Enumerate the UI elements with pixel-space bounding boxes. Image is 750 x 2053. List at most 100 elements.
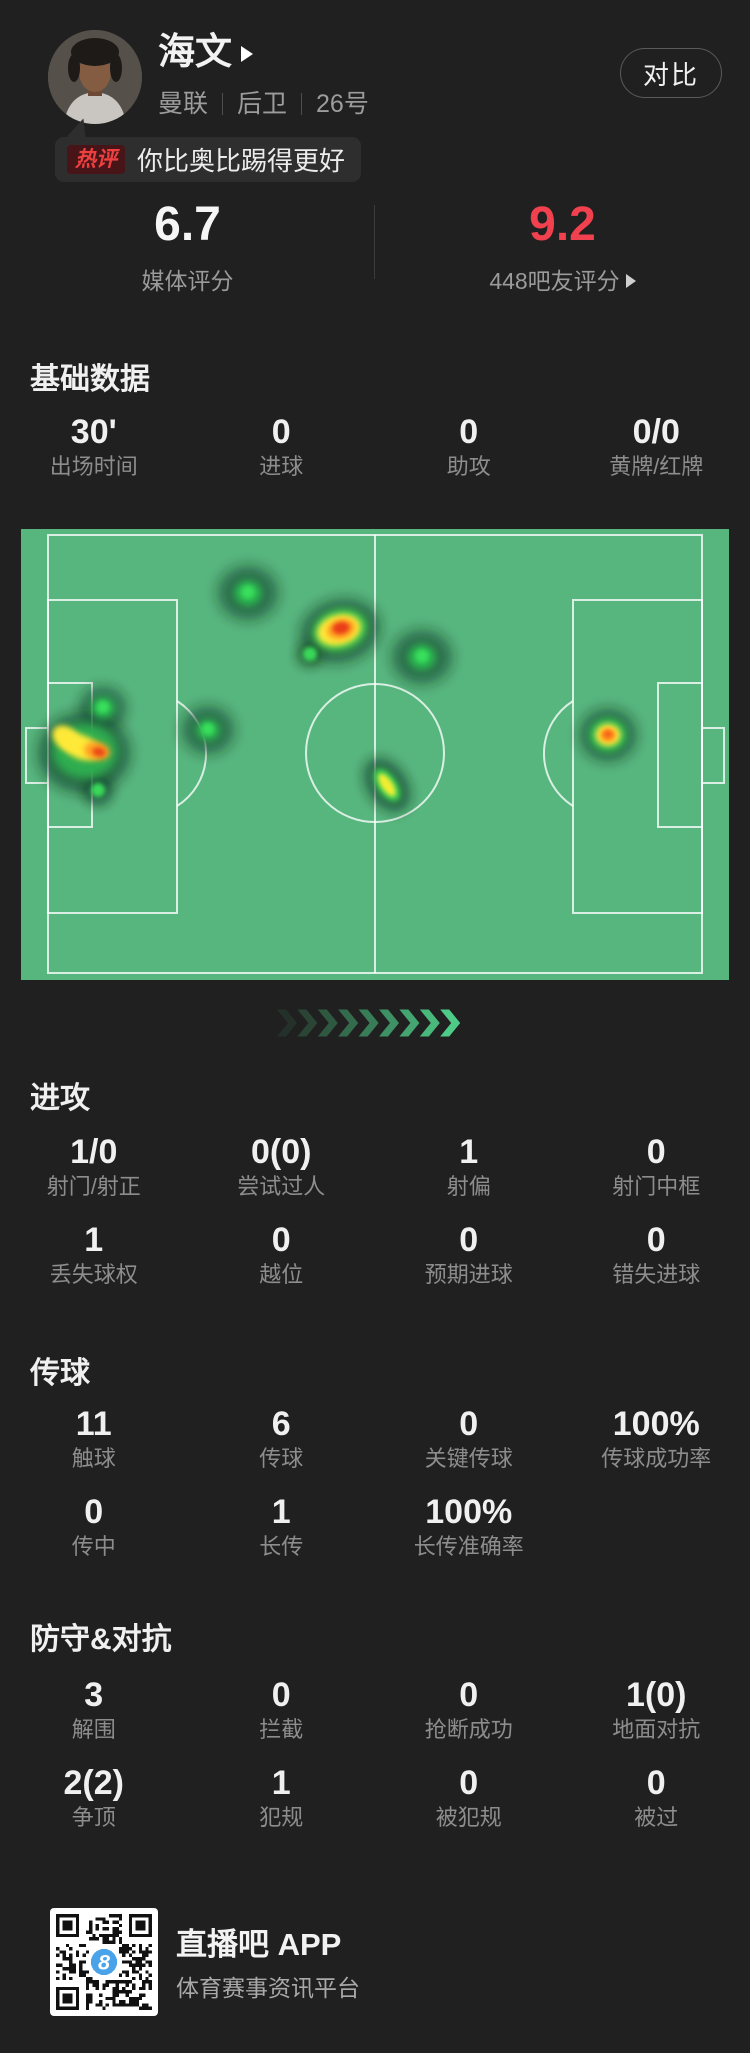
stat-value: 0 [459, 1764, 479, 1802]
chevron-icon [297, 1009, 318, 1037]
stat-value: 6 [271, 1405, 291, 1443]
player-name-text: 海文 [158, 31, 232, 72]
stat-label: 犯规 [259, 1805, 304, 1830]
stat-value: 1 [459, 1133, 479, 1171]
stat-cell: 0(0) 尝试过人 [188, 1130, 376, 1200]
stat-cell: 0 抢断成功 [375, 1673, 563, 1743]
chevron-icon [419, 1009, 440, 1037]
stat-value: 0 [271, 413, 291, 451]
stat-label: 射门/射正 [46, 1174, 141, 1199]
stat-label: 长传 [259, 1534, 304, 1559]
stat-label: 被犯规 [435, 1805, 502, 1830]
heat-spot [91, 783, 105, 797]
stat-value: 3 [84, 1676, 104, 1714]
stat-cell: 6 传球 [188, 1402, 376, 1472]
heat-spot [97, 701, 109, 713]
stat-cell: 0 传中 [0, 1490, 188, 1560]
stat-cell: 0/0 黄牌/红牌 [563, 410, 750, 480]
stat-cell: 100% 传球成功率 [563, 1402, 750, 1472]
hot-comment-bubble[interactable]: 热评 你比奥比踢得更好 [55, 137, 362, 182]
stat-label: 进球 [259, 454, 304, 479]
player-avatar[interactable] [48, 30, 142, 124]
stat-label: 助攻 [446, 454, 491, 479]
section-title: 传球 [30, 1357, 90, 1390]
compare-button[interactable]: 对比 [620, 48, 722, 98]
stat-label: 射偏 [446, 1174, 491, 1199]
heat-spots [38, 566, 636, 813]
stat-value: 11 [75, 1405, 112, 1443]
stat-label: 解围 [71, 1717, 116, 1742]
stat-value: 0 [646, 1221, 666, 1259]
stat-label: 拦截 [259, 1717, 304, 1742]
player-meta: 曼联 后卫 26号 [158, 88, 369, 120]
qr-code-image: 8 [56, 1914, 152, 2010]
team-name: 曼联 [158, 90, 209, 118]
stat-cell: 1 犯规 [188, 1761, 376, 1831]
svg-text:8: 8 [98, 1951, 110, 1975]
section-title: 防守&对抗 [30, 1623, 172, 1656]
stat-label: 地面对抗 [612, 1717, 701, 1742]
fan-score: 9.2 [529, 198, 596, 251]
player-name[interactable]: 海文 [158, 28, 253, 76]
meta-divider [301, 93, 303, 115]
stat-value: 1(0) [626, 1676, 687, 1714]
fan-score-caret-icon [625, 274, 636, 288]
stat-value: 0(0) [251, 1133, 312, 1171]
chevron-icon [379, 1009, 399, 1037]
stat-label: 射门中框 [612, 1174, 701, 1199]
app-name: 直播吧 APP [176, 1927, 342, 1962]
stat-value: 0 [459, 1221, 479, 1259]
stat-value: 1 [84, 1221, 104, 1259]
player-position: 后卫 [237, 90, 288, 118]
stat-cell: 11 触球 [0, 1402, 188, 1472]
stat-label: 错失进球 [612, 1262, 701, 1287]
stat-label: 传球 [259, 1446, 304, 1471]
stats-section: 防守&对抗 3 解围 0 拦截 0 抢断成功 1(0) 地面对抗 2(2) 争顶 1 犯规 0 被犯规 0 被过 [0, 1620, 750, 1831]
chevron-arrows-icon [277, 1009, 461, 1037]
stat-value: 0 [459, 1676, 479, 1714]
stat-value: 100% [425, 1493, 513, 1531]
stat-label: 传中 [71, 1534, 116, 1559]
stat-label: 长传准确率 [413, 1534, 524, 1559]
section-title: 基础数据 [30, 363, 150, 396]
heat-spot [92, 747, 106, 757]
heat-spot [604, 731, 612, 737]
stat-value: 100% [612, 1405, 700, 1443]
fan-rating[interactable]: 9.2 448吧友评分 [375, 198, 750, 294]
stats-section: 进攻 1/0 射门/射正 0(0) 尝试过人 1 射偏 0 射门中框 1 丢失球权 0 越位 0 预期进球 0… [0, 1079, 750, 1288]
app-description: 体育赛事资讯平台 [176, 1975, 360, 2001]
qr-logo-badge [88, 1946, 120, 1978]
stat-label: 被过 [634, 1805, 679, 1830]
stat-value: 0 [459, 1405, 479, 1443]
player-photo-placeholder [48, 30, 142, 124]
media-score: 6.7 [154, 198, 221, 251]
fan-score-label[interactable]: 448吧友评分 [489, 268, 636, 294]
stat-cell: 0 关键传球 [375, 1402, 563, 1472]
stat-value: 1/0 [70, 1133, 118, 1171]
chevron-icon [277, 1009, 297, 1037]
stat-cell: 0 射门中框 [563, 1130, 750, 1200]
stat-cell: 0 被过 [563, 1761, 750, 1831]
heatmap-pitch [21, 529, 729, 980]
hot-comment-text: 你比奥比踢得更好 [137, 146, 346, 176]
stat-label: 传球成功率 [601, 1446, 712, 1471]
chevron-icon [338, 1009, 359, 1037]
ratings-divider [374, 205, 375, 279]
chevron-icon [358, 1009, 379, 1037]
media-rating: 6.7 媒体评分 [0, 198, 375, 294]
stat-value: 0 [84, 1493, 104, 1531]
chevron-icon [440, 1009, 461, 1037]
stat-label: 越位 [259, 1262, 304, 1287]
name-caret-icon [241, 46, 253, 62]
heat-spot [415, 649, 429, 663]
stat-label: 出场时间 [49, 454, 138, 479]
stat-value: 0 [646, 1764, 666, 1802]
heat-spot [378, 773, 396, 797]
stat-cell: 2(2) 争顶 [0, 1761, 188, 1831]
stats-section: 传球 11 触球 6 传球 0 关键传球 100% 传球成功率 0 传中 1 长传 100% 长传准确率 [0, 1354, 750, 1560]
stat-label: 尝试过人 [237, 1174, 326, 1199]
media-score-label: 媒体评分 [141, 268, 234, 294]
ratings-row: 6.7 媒体评分 9.2 448吧友评分 [0, 198, 750, 294]
stat-label: 抢断成功 [424, 1717, 513, 1742]
